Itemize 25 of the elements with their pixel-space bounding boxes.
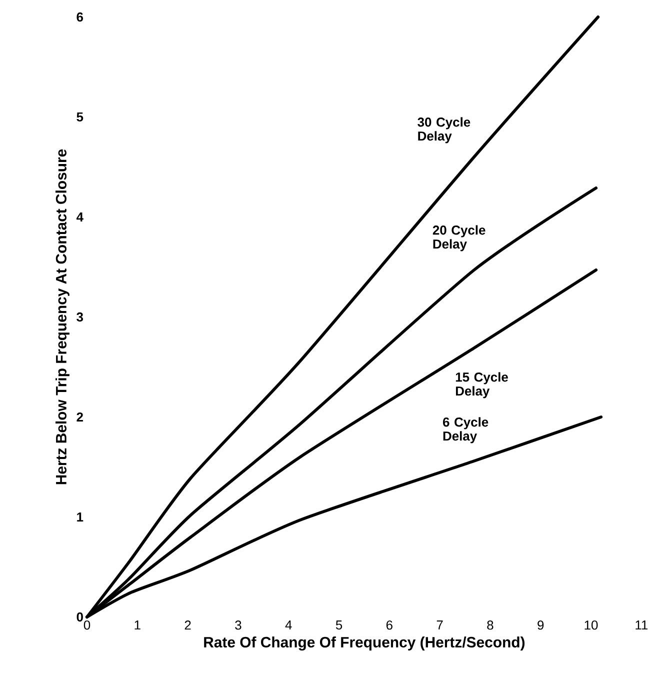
series-label: 6 Cycle Delay — [442, 417, 488, 444]
x-tick-label: 5 — [336, 620, 342, 630]
y-tick-label: 3 — [76, 312, 84, 322]
x-axis-title: Rate Of Change Of Frequency (Hertz/Second) — [204, 636, 525, 651]
x-tick-label: 1 — [134, 620, 140, 630]
x-tick-label: 6 — [386, 620, 392, 630]
y-tick-label: 5 — [76, 112, 84, 122]
y-tick-label: 4 — [76, 212, 84, 222]
x-tick-label: 9 — [538, 620, 544, 630]
x-tick-label: 10 — [584, 620, 598, 630]
y-tick-label: 1 — [77, 512, 84, 522]
series-label: 15 Cycle Delay — [456, 372, 508, 398]
y-tick-label: 6 — [76, 12, 84, 22]
x-tick-label: 3 — [235, 620, 242, 630]
series-label: 30 Cycle Delay — [418, 117, 470, 144]
x-tick-label: 0 — [84, 620, 90, 630]
y-axis-title: Hertz Below Trip Frequency At Contact Closure — [56, 149, 70, 484]
x-tick-label: 11 — [636, 620, 648, 630]
x-tick-label: 8 — [487, 620, 494, 630]
x-tick-label: 2 — [184, 620, 191, 630]
x-tick-label: 4 — [285, 620, 292, 630]
y-tick-label: 2 — [76, 412, 83, 422]
y-tick-label: 0 — [76, 612, 83, 622]
series-label: 20 Cycle Delay — [432, 225, 486, 252]
x-tick-label: 7 — [436, 620, 443, 630]
